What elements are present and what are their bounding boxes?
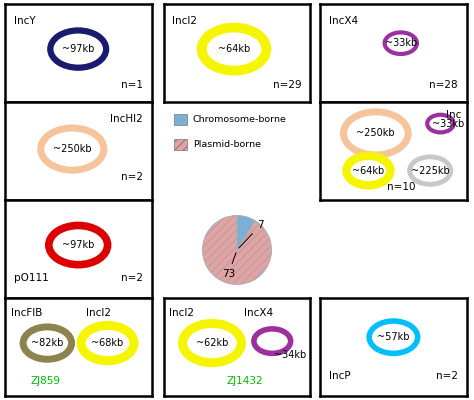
Text: ~97kb: ~97kb xyxy=(62,240,94,250)
Text: ZJ859: ZJ859 xyxy=(31,376,61,386)
Wedge shape xyxy=(202,216,272,284)
Text: ~97kb: ~97kb xyxy=(62,44,94,54)
Text: ~33kb: ~33kb xyxy=(384,38,417,48)
Text: ~57kb: ~57kb xyxy=(377,332,410,342)
FancyBboxPatch shape xyxy=(174,114,187,124)
Text: IncHI2: IncHI2 xyxy=(110,114,143,124)
Text: IncX4: IncX4 xyxy=(329,16,358,26)
Text: ~68kb: ~68kb xyxy=(91,338,124,348)
Text: n=2: n=2 xyxy=(436,371,458,381)
Text: IncY: IncY xyxy=(14,16,35,26)
Text: ~34kb: ~34kb xyxy=(274,350,306,360)
FancyBboxPatch shape xyxy=(174,139,187,150)
Text: ~225kb: ~225kb xyxy=(411,166,449,176)
Text: ~82kb: ~82kb xyxy=(31,338,64,348)
Wedge shape xyxy=(237,216,255,250)
Text: pO111: pO111 xyxy=(14,273,48,283)
Text: n=10: n=10 xyxy=(386,182,415,192)
Text: 73: 73 xyxy=(222,252,236,279)
Text: n=2: n=2 xyxy=(121,273,143,283)
Text: IncI2: IncI2 xyxy=(169,308,194,318)
Text: Inc: Inc xyxy=(446,110,461,120)
Text: ~250kb: ~250kb xyxy=(53,144,91,154)
Text: ~64kb: ~64kb xyxy=(352,166,384,176)
Text: ~250kb: ~250kb xyxy=(356,128,395,138)
Text: Chromosome-borne: Chromosome-borne xyxy=(193,115,287,124)
Text: IncFIB: IncFIB xyxy=(10,308,42,318)
Text: ~62kb: ~62kb xyxy=(196,338,228,348)
Text: IncI2: IncI2 xyxy=(173,16,197,26)
Text: ZJ1432: ZJ1432 xyxy=(226,376,263,386)
Text: IncP: IncP xyxy=(329,371,350,381)
Text: n=29: n=29 xyxy=(273,80,301,90)
Text: Plasmid-borne: Plasmid-borne xyxy=(193,140,261,149)
Text: n=28: n=28 xyxy=(429,80,458,90)
Text: IncX4: IncX4 xyxy=(245,308,273,318)
Text: ~64kb: ~64kb xyxy=(218,44,250,54)
Text: ~33kb: ~33kb xyxy=(432,118,464,128)
Text: IncI2: IncI2 xyxy=(85,308,110,318)
Text: 7: 7 xyxy=(239,220,264,248)
Text: n=1: n=1 xyxy=(121,80,143,90)
Text: n=2: n=2 xyxy=(121,172,143,182)
